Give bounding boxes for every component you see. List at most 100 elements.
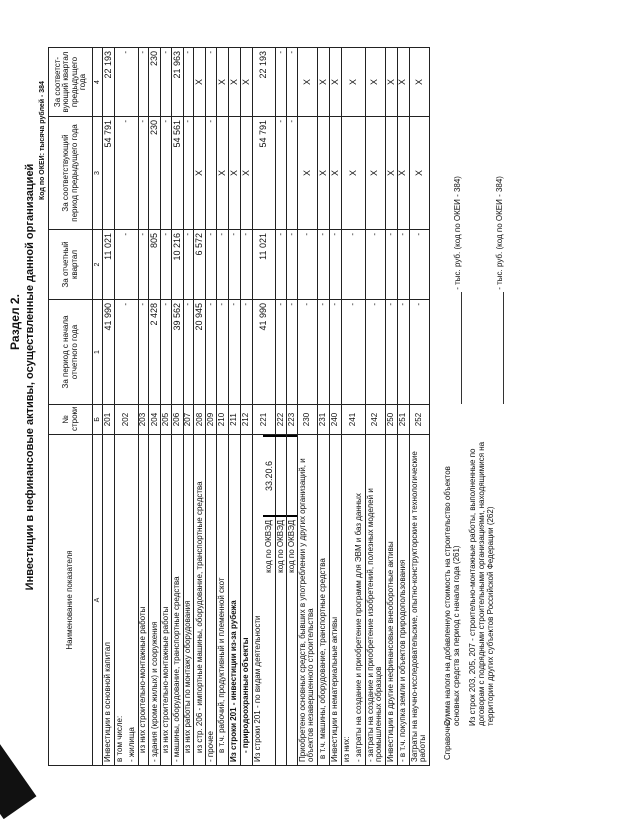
value-cell: 54 561 (171, 116, 184, 230)
row-number: 250 (385, 404, 398, 435)
value-cell: 11 021 (102, 229, 115, 300)
value-cell: X (216, 116, 229, 230)
row-number: 240 (329, 404, 342, 435)
indicator-label: из них: (342, 736, 352, 762)
row-number: 242 (365, 404, 386, 435)
value-cell: X (365, 116, 386, 230)
table-row: из них: - затраты на создание и приобрете… (341, 47, 366, 766)
indicator-cell: Инвестиции в основной капитал (102, 434, 115, 766)
okved-code-field[interactable] (287, 435, 297, 517)
okved-code-field[interactable] (276, 435, 287, 517)
indicator-label: - машины, оборудование, транспортные сре… (172, 576, 182, 762)
value-cell: - (160, 229, 172, 300)
table-row: Затраты на научно-исследовательские, опы… (409, 47, 430, 766)
table-row: Из строки 201 - инвестиции из-за рубежа 2… (228, 47, 241, 766)
value-cell: X (397, 116, 410, 230)
value-cell: 10 216 (171, 229, 184, 300)
header-ytd: За период с начала отчетного года (48, 299, 93, 405)
value-cell: 20 945 (193, 299, 206, 405)
value-cell: - (397, 229, 410, 300)
indicator-label: из них строительно-монтажные работы (160, 606, 170, 753)
value-cell: - (160, 299, 172, 405)
indicator-label: в т.ч. машины, оборудование, транспортны… (318, 558, 328, 759)
row-number: 251 (397, 404, 410, 435)
value-cell: X (409, 116, 430, 230)
value-cell: - (138, 47, 149, 117)
indicator-cell: Приобретено основных средств, бывших в у… (297, 434, 318, 766)
value-cell: - (114, 299, 139, 405)
value-cell: - (317, 229, 330, 300)
contractors-unit: - тыс. руб. (код по ОКЕИ - 384) (494, 176, 504, 290)
value-cell: - (240, 299, 253, 405)
vat-unit: - тыс. руб. (код по ОКЕИ - 384) (452, 176, 462, 290)
value-cell: - (205, 47, 217, 117)
row-number: 203 (138, 404, 149, 435)
value-cell: - (409, 299, 430, 405)
row-number: 241 (341, 404, 366, 435)
value-cell: 41 990 (102, 299, 115, 405)
indicator-cell: из стр. 206 - импортные машины, оборудов… (193, 434, 206, 766)
indicator-sublabel: - затраты на создание и приобретение про… (353, 493, 363, 762)
row-number: 221 (252, 404, 276, 435)
value-cell: X (228, 116, 241, 230)
indicator-label: Инвестиции в другие нефинансовые внеобор… (386, 541, 396, 762)
value-cell: - (341, 299, 366, 405)
value-cell: - (228, 299, 241, 405)
indicator-cell: из них строительно-монтажные работы (160, 434, 172, 766)
okved-label: код по ОКВЭД (264, 520, 274, 573)
value-cell: - (114, 116, 139, 230)
index-cell: А (92, 434, 103, 766)
row-number: 204 (148, 404, 161, 435)
value-cell: - (409, 229, 430, 300)
value-cell: - (286, 229, 298, 300)
indicator-label: Инвестиции в основной капитал (103, 642, 113, 762)
value-cell: - (138, 116, 149, 230)
section-title: Раздел 2. (8, 294, 22, 350)
indicator-cell: в том числе: - жилища (114, 434, 139, 766)
value-cell: - (205, 299, 217, 405)
value-cell: X (228, 47, 241, 117)
value-cell: - (286, 47, 298, 117)
value-cell: - (286, 116, 298, 230)
value-cell: X (297, 116, 318, 230)
indicator-cell: - природоохранные объекты (240, 434, 253, 766)
value-cell: X (193, 47, 206, 117)
indicator-cell: в т.ч. машины, оборудование, транспортны… (317, 434, 330, 766)
table-row: из стр. 206 - импортные машины, оборудов… (193, 47, 206, 766)
value-cell: - (341, 229, 366, 300)
row-number: 231 (317, 404, 330, 435)
value-cell: 22 193 (102, 47, 115, 117)
row-number: 205 (160, 404, 172, 435)
indicator-cell: Из строки 201 - инвестиции из-за рубежа (228, 434, 241, 766)
value-cell: 11 021 (252, 229, 276, 300)
table-row: в т.ч. рабочий, продуктивный и племенной… (216, 47, 229, 766)
value-cell: X (317, 116, 330, 230)
okved-label: код по ОКВЭД (286, 520, 296, 573)
indicator-label: из них работы по монтажу оборудования (183, 600, 193, 753)
value-cell: - (275, 116, 287, 230)
index-cell: 1 (92, 299, 103, 405)
header-indicator: Наименование показателя (48, 434, 93, 766)
okved-code-field[interactable]: 33.20.6 (263, 435, 276, 517)
indicator-cell: в т.ч. рабочий, продуктивный и племенной… (216, 434, 229, 766)
value-cell: - (228, 229, 241, 300)
table-row: Из строки 201 - по видам деятельности код… (252, 47, 276, 766)
value-cell: 805 (148, 229, 161, 300)
indicator-label: - прочее (206, 730, 215, 762)
table-row: - прочее 209- - - - (205, 47, 217, 766)
contractors-value-blank (494, 292, 504, 404)
table-row: в т.ч. машины, оборудование, транспортны… (317, 47, 330, 766)
indicator-cell: Затраты на научно-исследовательские, опы… (409, 434, 430, 766)
value-cell: X (385, 47, 398, 117)
row-number: 230 (297, 404, 318, 435)
footnote-contractors-value: - тыс. руб. (код по ОКЕИ - 384) (494, 176, 504, 404)
value-cell: 54 791 (102, 116, 115, 230)
investments-table: Наименование показателя № строки За пери… (48, 47, 430, 766)
value-cell: X (329, 116, 342, 230)
indicator-label: Инвестиции в нематериальные активы (330, 616, 340, 762)
table-row: из них работы по монтажу оборудования 207… (183, 47, 194, 766)
vat-value-blank (452, 292, 462, 404)
value-cell: - (275, 299, 287, 405)
indicator-label: в том числе: (115, 715, 125, 762)
